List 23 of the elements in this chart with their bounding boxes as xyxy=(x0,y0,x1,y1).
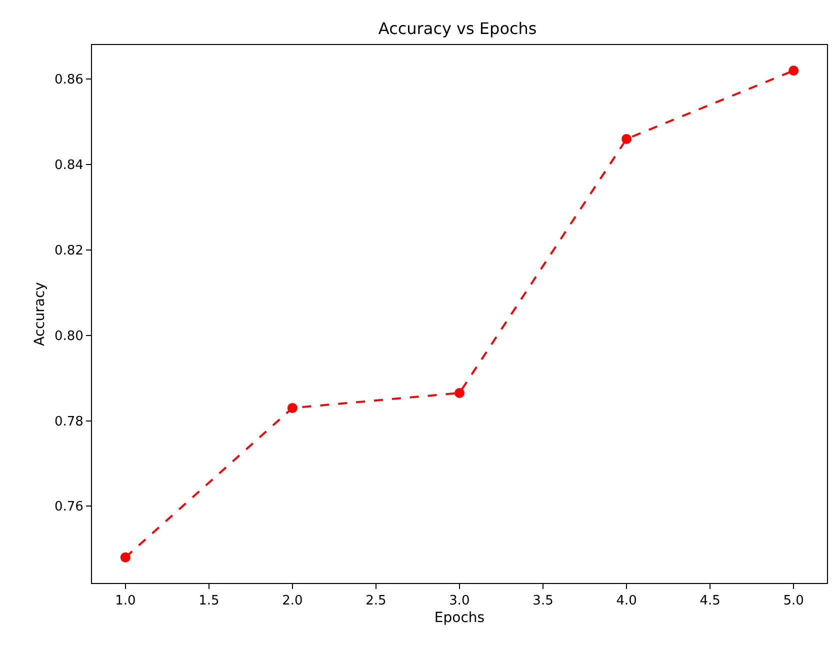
y-tick-label: 0.82 xyxy=(54,244,84,258)
x-axis-title: Epochs xyxy=(434,610,485,626)
x-tick-label: 1.0 xyxy=(115,594,136,609)
x-tick-label: 3.0 xyxy=(449,594,470,609)
point xyxy=(788,66,799,76)
y-tick-label: 0.80 xyxy=(54,328,84,344)
x-tick-label: 1.5 xyxy=(198,594,220,609)
x-tick-label: 2.0 xyxy=(282,594,303,609)
chart-title: Accuracy vs Epochs xyxy=(378,18,537,38)
x-tick-label: 2.5 xyxy=(366,594,386,609)
y-axis-title: Accuracy xyxy=(32,282,48,346)
point xyxy=(454,388,464,398)
x-tick-label: 3.5 xyxy=(532,594,554,609)
x-tick-label: 5.0 xyxy=(783,594,804,609)
point xyxy=(622,134,632,144)
x-tick-label: 4.0 xyxy=(616,594,637,609)
x-tick-label: 4.5 xyxy=(700,594,720,609)
y-tick-label: 0.86 xyxy=(54,72,84,88)
y-tick-label: 0.84 xyxy=(54,158,84,174)
point xyxy=(287,402,298,413)
point xyxy=(120,552,130,562)
y-tick-label: 0.78 xyxy=(54,414,84,430)
y-tick-label: 0.76 xyxy=(54,500,84,515)
